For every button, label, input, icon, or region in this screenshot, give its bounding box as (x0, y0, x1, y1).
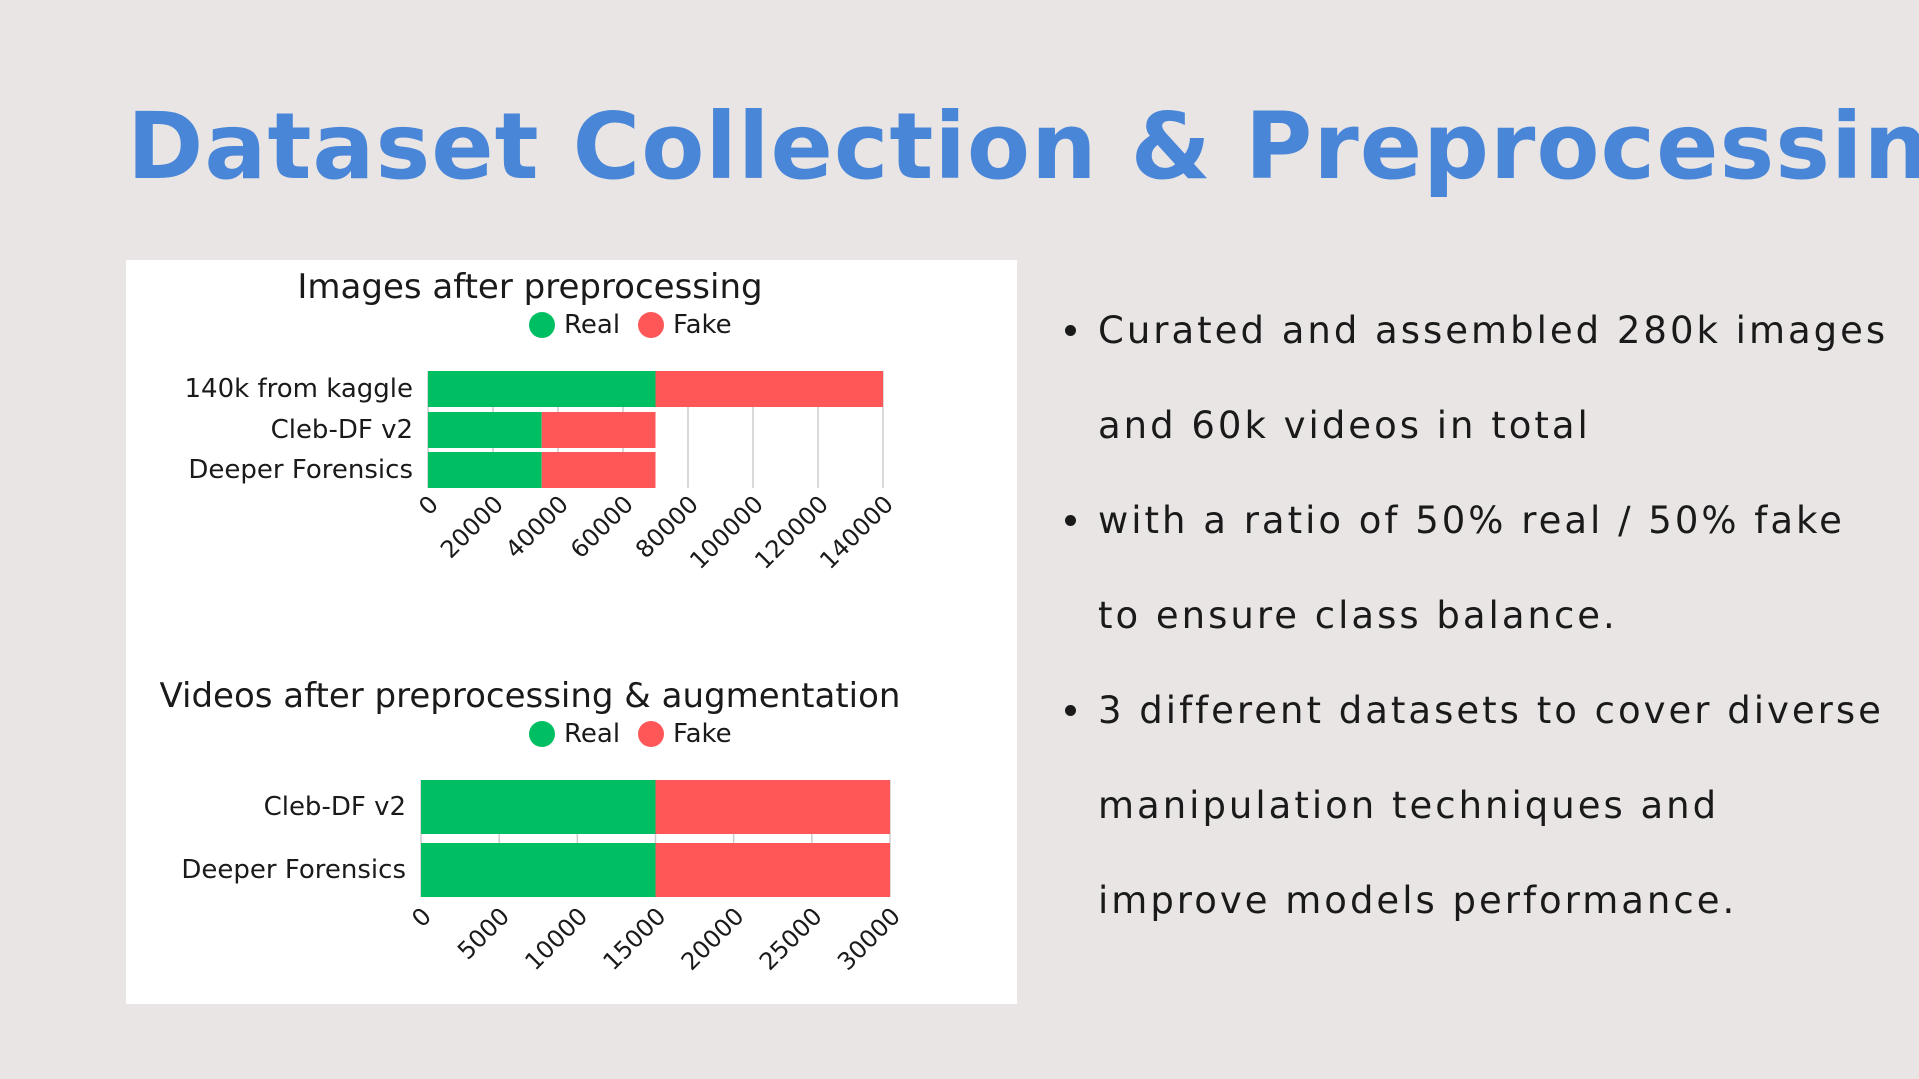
legend-marker-real (529, 721, 555, 747)
category-label: 140k from kaggle (185, 374, 413, 404)
x-tick-label: 140000 (814, 490, 899, 575)
bar-fake (541, 452, 656, 488)
x-tick-label: 30000 (832, 902, 906, 976)
bullet-item: 3 different datasets to cover diverse ma… (1062, 663, 1902, 948)
bar-fake (655, 371, 883, 407)
legend-label-real: Real (564, 719, 620, 749)
legend-label-real: Real (564, 310, 620, 340)
x-tick-label: 20000 (435, 490, 509, 564)
category-label: Cleb-DF v2 (264, 792, 406, 822)
legend-marker-real (529, 312, 555, 338)
x-tick-label: 25000 (754, 902, 828, 976)
slide-title: Dataset Collection & Preprocessing (127, 93, 1919, 200)
x-tick-label: 0 (413, 490, 444, 521)
category-label: Cleb-DF v2 (271, 415, 413, 445)
chart-title: Videos after preprocessing & augmentatio… (160, 676, 901, 716)
legend-label-fake: Fake (673, 310, 732, 340)
bullet-item: Curated and assembled 280k images and 60… (1062, 283, 1902, 473)
x-tick-label: 10000 (519, 902, 593, 976)
bar-fake (541, 412, 656, 448)
bar-real (428, 371, 656, 407)
bar-real (428, 452, 542, 488)
x-tick-label: 15000 (598, 902, 672, 976)
category-label: Deeper Forensics (188, 455, 413, 485)
x-tick-label: 5000 (452, 902, 515, 965)
chart-panel: Images after preprocessing Real Fake 140k f… (126, 260, 1017, 1004)
bar-real (421, 843, 656, 897)
chart-title: Images after preprocessing (297, 267, 762, 307)
bar-real (428, 412, 542, 448)
legend-label-fake: Fake (673, 719, 732, 749)
bullet-item: with a ratio of 50% real / 50% fake to e… (1062, 473, 1902, 663)
x-tick-label: 20000 (676, 902, 750, 976)
bar-fake (655, 780, 890, 834)
bullet-list: Curated and assembled 280k images and 60… (1062, 283, 1902, 948)
bar-fake (655, 843, 890, 897)
bar-real (421, 780, 656, 834)
category-label: Deeper Forensics (181, 855, 406, 885)
legend-marker-fake (638, 312, 664, 338)
x-tick-label: 0 (406, 902, 437, 933)
x-tick-label: 40000 (500, 490, 574, 564)
x-tick-label: 60000 (565, 490, 639, 564)
legend-marker-fake (638, 721, 664, 747)
